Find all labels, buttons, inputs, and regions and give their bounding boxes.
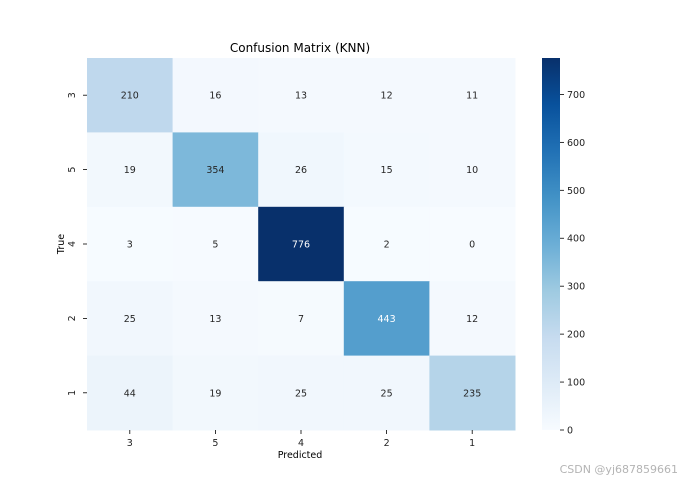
cell-value-label: 776 xyxy=(292,240,310,251)
heatmap-cell xyxy=(172,132,259,208)
heatmap-cell xyxy=(258,355,345,431)
cell-value-label: 25 xyxy=(381,388,393,399)
cell-value-label: 3 xyxy=(127,240,133,251)
cell-value-label: 13 xyxy=(209,314,221,325)
cell-value-label: 44 xyxy=(124,388,136,399)
colorbar-ticks: 0 100 200 300 400 500 600 700 xyxy=(560,90,585,437)
cell-value-label: 5 xyxy=(212,240,218,251)
heatmap-cell xyxy=(429,132,516,208)
x-axis: 3 5 4 2 1 xyxy=(127,430,475,449)
heatmap-cell xyxy=(172,206,259,282)
colorbar-tick-label: 100 xyxy=(567,378,585,389)
heatmap-cell xyxy=(258,206,345,282)
cell-value-label: 25 xyxy=(295,388,307,399)
cell-value-label: 443 xyxy=(378,314,396,325)
cell-value-label: 15 xyxy=(381,165,393,176)
heatmap-cell xyxy=(429,281,516,357)
heatmap-cell xyxy=(172,355,259,431)
colorbar-tick-label: 500 xyxy=(567,186,585,197)
y-axis: 3 5 4 2 1 xyxy=(67,92,87,396)
x-tick-label: 2 xyxy=(384,438,390,449)
cell-value-label: 2 xyxy=(384,240,390,251)
heatmap-cell xyxy=(343,58,430,133)
colorbar-tick-label: 200 xyxy=(567,330,585,341)
y-tick-label: 3 xyxy=(67,92,78,98)
cell-value-label: 25 xyxy=(124,314,136,325)
y-tick-label: 4 xyxy=(67,241,78,247)
x-tick-label: 5 xyxy=(212,438,218,449)
cell-value-label: 210 xyxy=(121,91,139,102)
heatmap-cell xyxy=(87,132,174,208)
cell-value-label: 13 xyxy=(295,91,307,102)
heatmap-cell xyxy=(343,355,430,431)
x-axis-label: Predicted xyxy=(278,450,323,461)
cell-value-label: 11 xyxy=(466,91,478,102)
heatmap-cell xyxy=(172,58,259,133)
x-tick-label: 4 xyxy=(298,438,304,449)
y-tick-label: 5 xyxy=(67,167,78,173)
colorbar-tick-label: 0 xyxy=(567,426,573,437)
y-axis-label: True xyxy=(56,234,67,255)
heatmap-cell xyxy=(343,132,430,208)
cell-value-label: 16 xyxy=(209,91,221,102)
cell-value-label: 12 xyxy=(466,314,478,325)
heatmap-cell xyxy=(87,206,174,282)
heatmap-cell xyxy=(343,206,430,282)
heatmap-cell xyxy=(87,355,174,431)
colorbar-tick-label: 600 xyxy=(567,138,585,149)
heatmap-cell xyxy=(429,355,516,431)
heatmap-cells: 210 16 13 12 11 19 354 26 15 10 3 5 776 2 0 25 13 7 443 12 4… xyxy=(87,58,516,431)
x-tick-label: 1 xyxy=(469,438,475,449)
heatmap-cell xyxy=(87,58,174,133)
cell-value-label: 12 xyxy=(381,91,393,102)
cell-value-label: 19 xyxy=(209,388,221,399)
cell-value-label: 19 xyxy=(124,165,136,176)
cell-value-label: 7 xyxy=(298,314,304,325)
heatmap-cell xyxy=(87,281,174,357)
cell-value-label: 235 xyxy=(463,388,481,399)
cell-value-label: 354 xyxy=(206,165,224,176)
heatmap-cell xyxy=(429,58,516,133)
heatmap-cell xyxy=(258,132,345,208)
cell-value-label: 0 xyxy=(469,240,475,251)
y-tick-label: 2 xyxy=(67,315,78,321)
heatmap-cell xyxy=(172,281,259,357)
cell-value-label: 10 xyxy=(466,165,478,176)
colorbar-tick-label: 300 xyxy=(567,282,585,293)
colorbar-tick-label: 700 xyxy=(567,90,585,101)
cell-value-label: 26 xyxy=(295,165,307,176)
x-tick-label: 3 xyxy=(127,438,133,449)
heatmap-cell xyxy=(258,281,345,357)
colorbar xyxy=(542,58,560,430)
watermark: CSDN @yj687859661 xyxy=(559,463,678,476)
heatmap-cell xyxy=(258,58,345,133)
y-tick-label: 1 xyxy=(67,390,78,396)
chart-title: Confusion Matrix (KNN) xyxy=(230,41,370,55)
heatmap-cell xyxy=(429,206,516,282)
heatmap-cell xyxy=(343,281,430,357)
colorbar-tick-label: 400 xyxy=(567,234,585,245)
